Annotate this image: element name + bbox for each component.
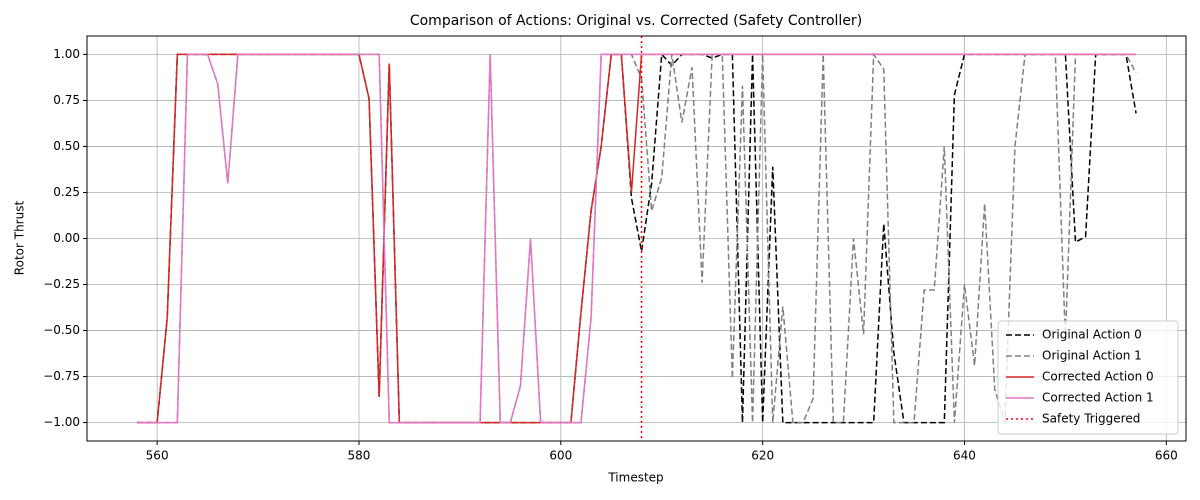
x-tick-label: 660 [1155, 449, 1178, 463]
x-tick-label: 580 [348, 449, 371, 463]
legend-label: Corrected Action 0 [1042, 370, 1154, 384]
y-axis-label: Rotor Thrust [13, 201, 27, 276]
legend-label: Original Action 1 [1042, 349, 1142, 363]
y-tick-label: 0.75 [53, 93, 80, 107]
y-tick-label: 0.50 [53, 139, 80, 153]
y-tick-label: 0.25 [53, 185, 80, 199]
y-tick-label: −1.00 [43, 415, 80, 429]
y-tick-label: −0.50 [43, 323, 80, 337]
legend-label: Original Action 0 [1042, 328, 1142, 342]
x-tick-label: 640 [953, 449, 976, 463]
y-tick-label: −0.75 [43, 369, 80, 383]
legend-box [997, 320, 1179, 435]
chart-title: Comparison of Actions: Original vs. Corr… [410, 13, 862, 29]
legend-label: Corrected Action 1 [1042, 391, 1154, 405]
y-tick-label: −0.25 [43, 277, 80, 291]
x-axis-label: Timestep [607, 471, 663, 485]
y-tick-label: 1.00 [53, 47, 80, 61]
plot-frame [86, 35, 1187, 442]
x-tick-label: 560 [146, 449, 169, 463]
series-line [136, 53, 1137, 424]
x-tick-label: 620 [751, 449, 774, 463]
y-tick-label: 0.00 [53, 231, 80, 245]
x-tick-label: 600 [549, 449, 572, 463]
series-line [136, 52, 1137, 424]
legend-label: Safety Triggered [1042, 412, 1140, 426]
